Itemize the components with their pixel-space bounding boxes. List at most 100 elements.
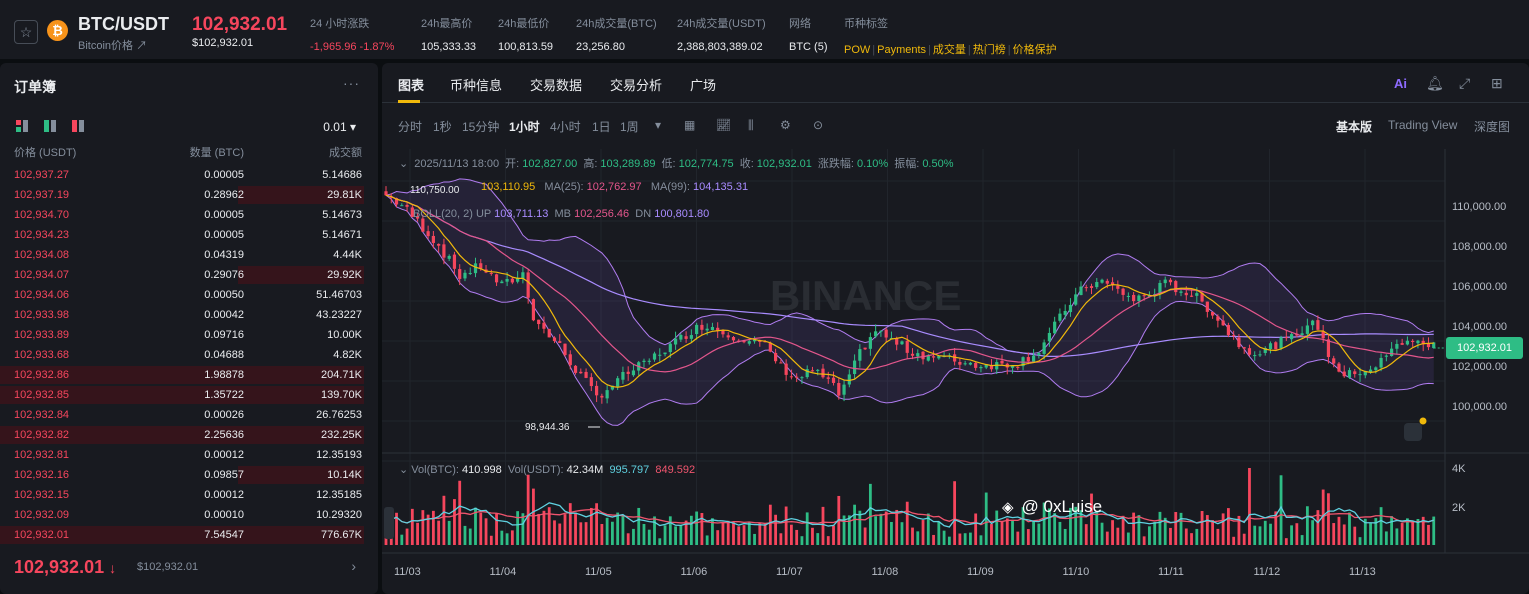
- tag-price-protect[interactable]: 价格保护: [1012, 44, 1057, 56]
- candle-body: [405, 204, 409, 207]
- tag-pow[interactable]: POW: [844, 44, 871, 56]
- credit-watermark: ◈ @ 0xLuise: [1002, 497, 1102, 517]
- candle-body: [726, 335, 730, 338]
- settings-icon[interactable]: ⚙︎: [780, 118, 791, 132]
- order-book-row[interactable]: 102,933.89 0.09716 10.00K: [0, 325, 378, 345]
- tag-payments[interactable]: Payments: [877, 44, 927, 56]
- price-chart[interactable]: BINANCE 110,750.00 98,944.36 110,000.00 108,…: [382, 63, 1529, 594]
- candle-body: [963, 363, 967, 365]
- interval-1d[interactable]: 1日: [592, 120, 611, 134]
- indicator-icon[interactable]: 📈︎: [716, 118, 732, 132]
- row-qty: 0.00042: [204, 309, 244, 321]
- order-book-row[interactable]: 102,933.68 0.04688 4.82K: [0, 345, 378, 365]
- view-basic[interactable]: 基本版: [1336, 120, 1373, 134]
- calendar-icon[interactable]: ▦: [684, 118, 696, 132]
- depth-bar: [0, 386, 364, 404]
- tab-trading-analysis[interactable]: 交易分析: [610, 78, 663, 93]
- ohlc-collapse-chevron-icon[interactable]: ⌄: [399, 158, 409, 170]
- stat-network[interactable]: 网络 BTC (5): [789, 15, 828, 53]
- volume-bar: [1327, 493, 1330, 545]
- vol-collapse-chevron-icon[interactable]: ⌄: [399, 464, 409, 476]
- candle-body: [1390, 348, 1394, 357]
- order-book-row[interactable]: 102,934.08 0.04319 4.44K: [0, 245, 378, 265]
- volume-bar: [1169, 527, 1172, 545]
- tab-trading-data[interactable]: 交易数据: [530, 78, 583, 93]
- tab-coin-info[interactable]: 币种信息: [450, 78, 503, 93]
- interval-15m[interactable]: 15分钟: [462, 120, 500, 134]
- candle-body: [958, 361, 962, 365]
- candle-body: [1337, 363, 1341, 372]
- order-book-row[interactable]: 102,934.70 0.00005 5.14673: [0, 205, 378, 225]
- interval-more-chevron-icon[interactable]: ▾: [655, 118, 662, 132]
- volume-bar: [1195, 528, 1199, 545]
- tab-chart[interactable]: 图表: [398, 78, 425, 93]
- order-book-row[interactable]: 102,934.07 0.29076 29.92K: [0, 265, 378, 285]
- order-book-row[interactable]: 102,934.23 0.00005 5.14671: [0, 225, 378, 245]
- x-tick-label: 11/03: [394, 566, 421, 578]
- order-book-row[interactable]: 102,937.19 0.28962 29.81K: [0, 185, 378, 205]
- ohlc-date: 2025/11/13 18:00: [414, 158, 500, 170]
- volume-bar: [911, 527, 914, 545]
- orderbook-asks-view-icon[interactable]: [72, 120, 84, 132]
- crosshair-icon[interactable]: ⊙: [813, 118, 824, 132]
- tag-volume[interactable]: 成交量: [932, 44, 966, 56]
- orderbook-bids-view-icon[interactable]: [44, 120, 56, 132]
- bell-icon[interactable]: 🔔︎: [1426, 75, 1444, 91]
- volume-bar: [795, 529, 799, 545]
- order-book-row[interactable]: 102,932.01 7.54547 776.67K: [0, 525, 378, 545]
- interval-1h[interactable]: 1小时: [509, 120, 540, 134]
- orderbook-last-price[interactable]: 102,932.01 ↓: [14, 557, 116, 578]
- volume-ma2-line: [385, 508, 1434, 526]
- orderbook-both-view-icon[interactable]: [16, 120, 28, 132]
- row-qty: 0.00026: [204, 409, 244, 421]
- candle-body: [452, 254, 457, 269]
- tag-hot[interactable]: 热门榜: [972, 44, 1006, 56]
- order-book-row[interactable]: 102,932.15 0.00012 12.35185: [0, 485, 378, 505]
- more-options-icon[interactable]: ···: [343, 75, 360, 91]
- candle-body: [1063, 310, 1067, 315]
- volume-bar: [937, 521, 941, 545]
- candle-body: [800, 377, 804, 379]
- favorite-star-icon[interactable]: ☆: [14, 20, 38, 44]
- interval-1s[interactable]: 1秒: [433, 120, 452, 134]
- candle-body: [695, 324, 699, 335]
- order-book-row[interactable]: 102,933.98 0.00042 43.23227: [0, 305, 378, 325]
- pair-name[interactable]: BTC/USDT: [78, 14, 169, 34]
- view-tradingview[interactable]: Trading View: [1388, 118, 1458, 132]
- chevron-right-icon[interactable]: ›: [351, 558, 356, 574]
- candle-body: [916, 353, 920, 357]
- interval-time-sharing[interactable]: 分时: [398, 120, 423, 134]
- view-depth[interactable]: 深度图: [1474, 120, 1511, 134]
- interval-4h[interactable]: 4小时: [550, 120, 581, 134]
- col-header-qty: 数量 (BTC): [189, 147, 244, 159]
- candle-style-icon[interactable]: ⫼: [748, 118, 754, 132]
- order-book-row[interactable]: 102,932.86 1.98878 204.71K: [0, 365, 378, 385]
- candle-body: [1253, 355, 1257, 357]
- candle-body: [600, 395, 604, 398]
- volume-bar: [1432, 516, 1436, 545]
- expand-icon[interactable]: ⤢: [1459, 75, 1471, 91]
- candle-body: [1284, 337, 1288, 339]
- order-book-row[interactable]: 102,937.27 0.00005 5.14686: [0, 165, 378, 185]
- vol-btc: 410.998: [462, 464, 502, 476]
- interval-1w[interactable]: 1周: [620, 120, 639, 134]
- candle-body: [415, 216, 420, 219]
- order-book-row[interactable]: 102,932.82 2.25636 232.25K: [0, 425, 378, 445]
- coin-info-link[interactable]: Bitcoin价格 ↗: [78, 40, 148, 52]
- order-book-row[interactable]: 102,934.06 0.00050 51.46703: [0, 285, 378, 305]
- candle-body: [642, 360, 646, 362]
- layout-grid-icon[interactable]: ⊞: [1491, 75, 1503, 91]
- volume-bar: [437, 520, 441, 545]
- precision-select[interactable]: 0.01 ▾: [323, 120, 356, 134]
- tab-square[interactable]: 广场: [690, 78, 717, 93]
- order-book-row[interactable]: 102,932.81 0.00012 12.35193: [0, 445, 378, 465]
- order-book-row[interactable]: 102,932.09 0.00010 10.29320: [0, 505, 378, 525]
- volume-bar: [895, 509, 899, 545]
- volume-bars: [384, 468, 1436, 545]
- ai-assistant-button[interactable]: Ai: [1394, 76, 1407, 91]
- row-price: 102,934.70: [14, 209, 70, 221]
- boll-upper-line: [385, 178, 1434, 354]
- order-book-row[interactable]: 102,932.16 0.09857 10.14K: [0, 465, 378, 485]
- order-book-row[interactable]: 102,932.84 0.00026 26.76253: [0, 405, 378, 425]
- order-book-row[interactable]: 102,932.85 1.35722 139.70K: [0, 385, 378, 405]
